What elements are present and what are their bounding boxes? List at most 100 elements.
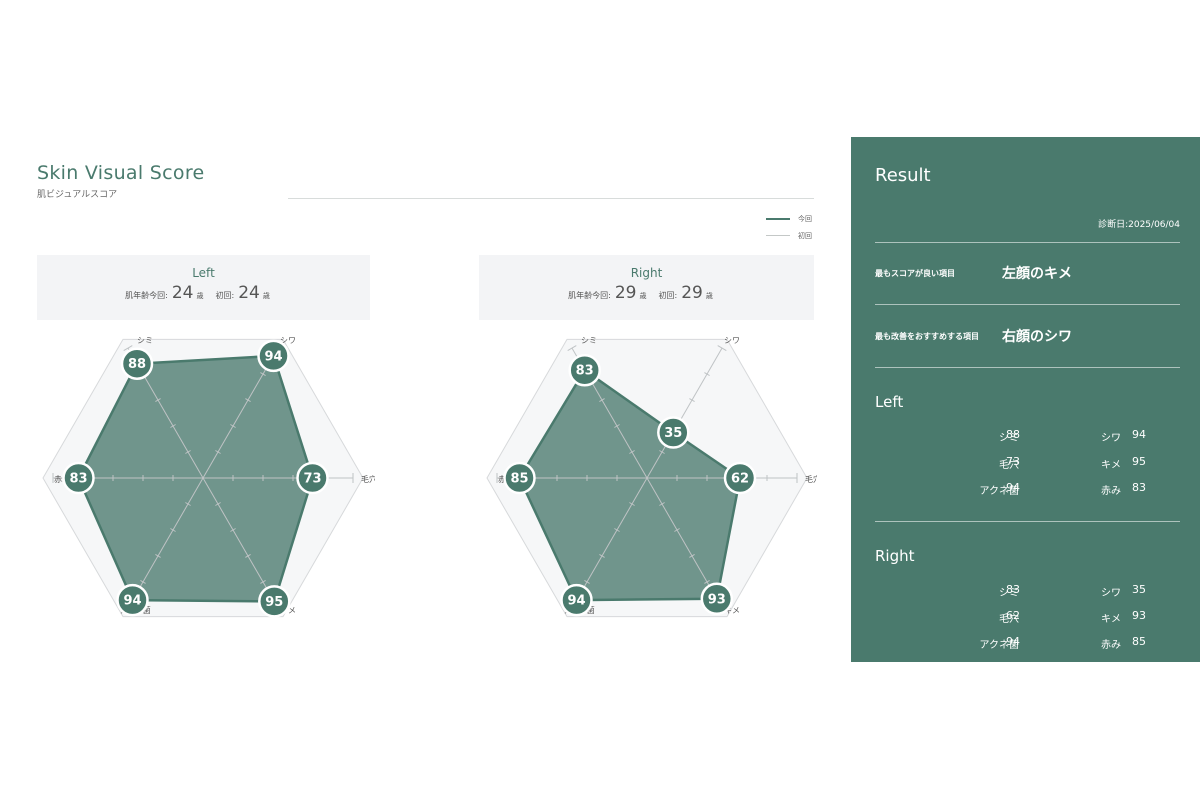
radar-point-marker — [700, 582, 734, 616]
page-title: Skin Visual Score — [37, 162, 205, 184]
improve-label: 最も改善をおすすめする項目 — [875, 332, 979, 341]
result-divider — [875, 242, 1180, 243]
score-label: シミ — [999, 588, 1019, 599]
radar-point-shimi: 83 — [568, 353, 601, 387]
radar-category-label-shiwa: シワ — [724, 336, 740, 345]
radar-category-label-shimi: シミ — [137, 336, 153, 345]
radar-tick — [704, 579, 710, 584]
radar-point-value: 88 — [128, 357, 146, 372]
score-value: 83 — [1006, 583, 1020, 596]
radar-category-label-kime: キメ — [280, 606, 296, 615]
radar-tick — [245, 553, 251, 558]
radar-point-akami: 83 — [62, 461, 95, 495]
result-divider — [875, 521, 1180, 522]
improve-value: 右顔のシワ — [1002, 329, 1072, 345]
score-value: 94 — [1006, 481, 1020, 494]
radar-tick — [689, 553, 695, 558]
radar-point-acne: 94 — [560, 583, 593, 617]
score-value: 88 — [1006, 428, 1020, 441]
legend-first: 初回 — [766, 227, 812, 244]
result-panel: Result 診断日:2025/06/04 最もスコアが良い項目 左顔のキメ 最… — [851, 137, 1200, 662]
radar-tick — [185, 502, 191, 506]
radar-tick — [599, 398, 605, 403]
age-current-label: 肌年齢今回: — [568, 291, 611, 300]
score-label: キメ — [1101, 614, 1121, 625]
age-first-value: 24 — [238, 283, 260, 303]
score-label: シワ — [1101, 588, 1121, 599]
left-face-header: Left 肌年齢今回: 24 歳 初回: 24 歳 — [37, 255, 370, 320]
radar-tick — [230, 424, 236, 428]
radar-point-kime: 95 — [258, 585, 291, 618]
score-label: 毛穴 — [999, 614, 1019, 625]
age-current-label: 肌年齢今回: — [125, 291, 168, 300]
radar-tick — [629, 450, 635, 454]
score-label: 赤み — [1101, 486, 1121, 497]
radar-axis-shiwa — [646, 347, 723, 479]
radar-point-acne: 94 — [116, 583, 149, 617]
score-value: 93 — [1132, 609, 1146, 622]
score-value: 95 — [1132, 455, 1146, 468]
legend-current-label: 今回 — [798, 214, 812, 223]
radar-point-akami: 85 — [503, 461, 536, 495]
radar-point-value: 73 — [303, 472, 321, 487]
radar-category-label-kime: キメ — [724, 606, 740, 615]
age-unit: 歳 — [196, 292, 204, 300]
radar-point-value: 35 — [664, 426, 682, 441]
radar-point-marker — [62, 461, 95, 495]
radar-tick — [674, 528, 680, 532]
radar-tick — [659, 450, 665, 454]
radar-tick — [140, 579, 146, 584]
radar-point-shimi: 88 — [120, 347, 154, 380]
radar-point-marker — [560, 583, 593, 617]
age-unit: 歳 — [705, 292, 713, 300]
age-current-value: 24 — [171, 283, 194, 303]
score-value: 35 — [1132, 583, 1146, 596]
radar-point-marker — [723, 461, 757, 495]
face-ages: 肌年齢今回: 24 歳 初回: 24 歳 — [37, 283, 370, 303]
radar-category-label-shimi: シミ — [581, 336, 597, 345]
radar-point-marker — [657, 416, 690, 449]
score-value: 73 — [1006, 455, 1020, 468]
radar-point-value: 93 — [708, 592, 726, 607]
radar-tick — [215, 450, 221, 454]
best-score-label: 最もスコアが良い項目 — [875, 269, 955, 278]
radar-point-value: 94 — [123, 594, 141, 609]
radar-point-keana: 62 — [723, 461, 757, 495]
age-first-label: 初回: — [658, 291, 678, 300]
radar-point-marker — [258, 585, 291, 618]
right-radar-chart: シミシワ毛穴キメアクネ菌赤み833562939485 — [486, 336, 817, 618]
radar-point-value: 94 — [264, 349, 282, 364]
age-first-label: 初回: — [215, 291, 235, 300]
score-value: 83 — [1132, 481, 1146, 494]
radar-tick — [717, 345, 727, 352]
radar-point-value: 85 — [510, 472, 528, 487]
legend-current: 今回 — [766, 210, 812, 227]
radar-tick — [584, 579, 590, 584]
radar-tick — [155, 398, 161, 403]
radar-point-shiwa: 94 — [257, 339, 290, 373]
radar-tick — [245, 398, 251, 403]
page-subtitle: 肌ビジュアルスコア — [37, 190, 118, 200]
radar-tick — [123, 345, 133, 352]
legend-current-swatch — [766, 217, 790, 220]
radar-point-shiwa: 35 — [657, 416, 690, 449]
radar-category-label-keana: 毛穴 — [805, 474, 817, 484]
diagnosis-date: 診断日:2025/06/04 — [1098, 220, 1180, 230]
legend: 今回 初回 — [766, 210, 812, 244]
face-name: Right — [630, 266, 663, 280]
radar-tick — [614, 424, 620, 428]
radar-tick — [614, 528, 620, 532]
age-unit: 歳 — [639, 292, 647, 300]
title-divider — [288, 198, 814, 199]
score-label: アクネ菌 — [979, 486, 1020, 497]
radar-point-marker — [503, 461, 536, 495]
radar-tick — [155, 553, 161, 558]
score-value: 94 — [1132, 428, 1146, 441]
score-label: 赤み — [1101, 640, 1121, 651]
radar-tick — [185, 450, 191, 454]
radar-tick — [260, 372, 266, 377]
radar-point-kime: 93 — [700, 582, 734, 616]
score-label: アクネ菌 — [979, 640, 1020, 651]
radar-point-marker — [568, 353, 601, 387]
radar-category-label-keana: 毛穴 — [361, 474, 375, 484]
